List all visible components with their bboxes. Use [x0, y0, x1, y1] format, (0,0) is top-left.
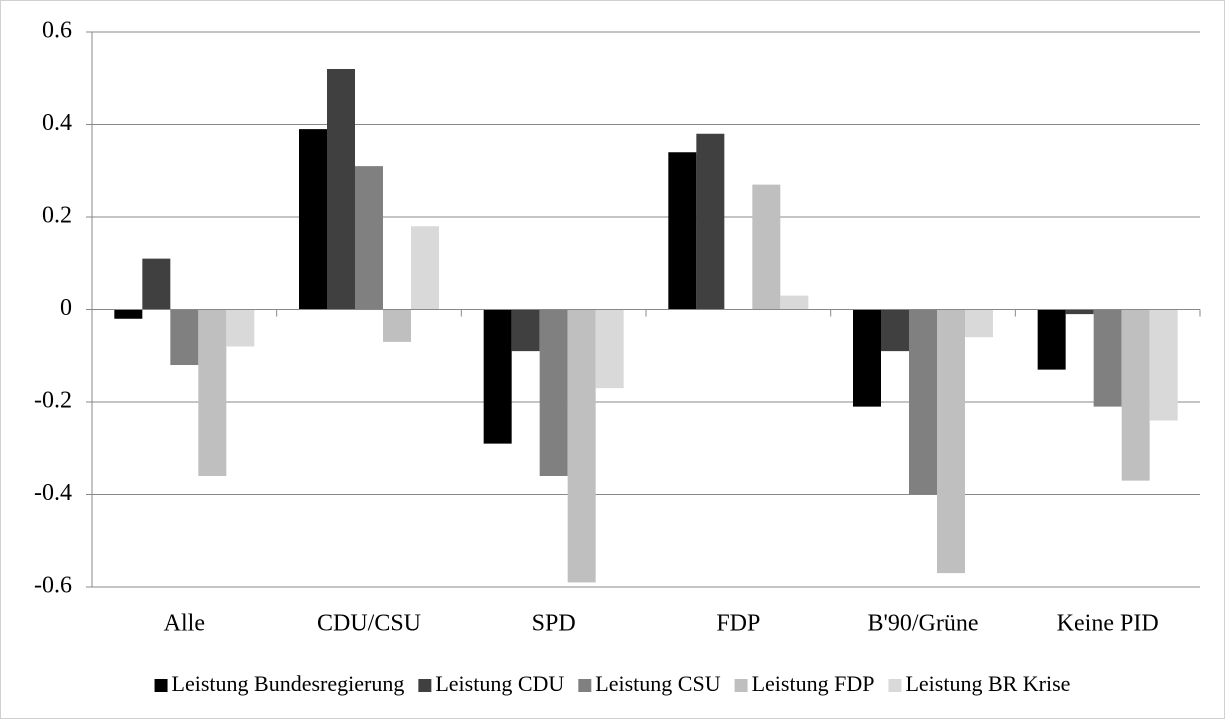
bar: [1121, 309, 1150, 481]
legend-swatch: [578, 679, 592, 692]
x-tick-label: CDU/CSU: [317, 611, 421, 637]
x-tick-label: Alle: [164, 611, 205, 637]
bar: [411, 226, 439, 310]
bar: [595, 309, 624, 389]
bar: [383, 309, 411, 342]
legend-label: Leistung FDP: [752, 671, 875, 696]
legend-label: Leistung BR Krise: [905, 671, 1070, 696]
bar: [909, 309, 937, 495]
bar: [539, 309, 568, 476]
bar: [1093, 309, 1122, 407]
bar: [142, 258, 171, 310]
bar: [198, 309, 227, 476]
bar: [355, 166, 383, 310]
legend-swatch: [734, 679, 748, 692]
bar: [1149, 309, 1178, 421]
legend-label: Leistung CSU: [595, 671, 720, 696]
legend-swatch: [154, 679, 168, 692]
legend-swatch: [888, 679, 902, 692]
legend-label: Leistung Bundesregierung: [172, 671, 405, 696]
y-tick-label: -0.4: [34, 480, 72, 506]
bar: [668, 152, 697, 310]
bar: [483, 309, 512, 444]
bar: [696, 133, 725, 310]
legend-swatch: [418, 679, 432, 692]
x-tick-label: SPD: [532, 611, 576, 637]
x-tick-label: Keine PID: [1057, 611, 1159, 637]
bar: [299, 129, 327, 310]
bar: [752, 184, 781, 310]
bar: [226, 309, 255, 347]
bar: [965, 309, 993, 338]
y-tick-label: -0.2: [34, 388, 72, 414]
bar: [511, 309, 540, 352]
bar: [567, 309, 596, 583]
bar: [327, 69, 355, 310]
y-tick-label: 0.2: [42, 203, 72, 229]
bar: [1037, 309, 1066, 370]
bar: [853, 309, 881, 407]
bar: [114, 309, 143, 319]
y-tick-label: 0.4: [42, 110, 72, 136]
x-tick-label: B'90/Grüne: [868, 611, 979, 637]
y-tick-label: -0.6: [34, 573, 72, 599]
x-tick-label: FDP: [716, 611, 760, 637]
bar: [937, 309, 965, 574]
bar: [170, 309, 199, 365]
bar: [780, 295, 809, 310]
legend-label: Leistung CDU: [435, 671, 564, 696]
y-tick-label: 0.6: [42, 18, 72, 44]
y-tick-label: 0: [60, 295, 72, 321]
legend: Leistung Bundesregierung Leistung CDU Leis…: [154, 671, 1070, 696]
bar: [1065, 309, 1094, 315]
bar: [881, 309, 909, 352]
